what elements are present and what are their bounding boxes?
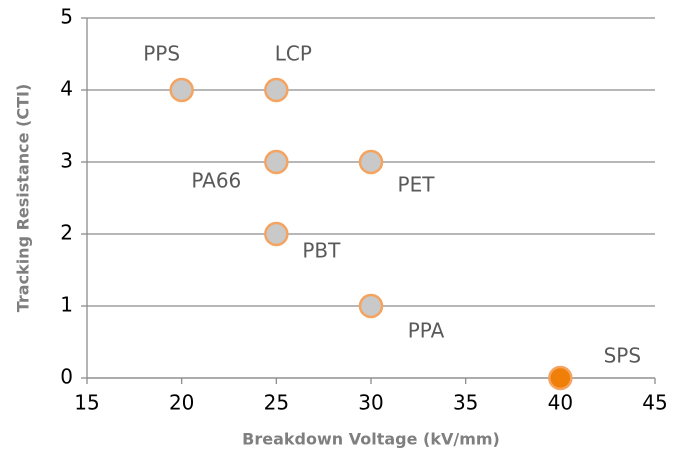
x-tick-label: 35	[453, 391, 478, 415]
x-tick-label: 25	[264, 391, 289, 415]
point-label: PA66	[191, 169, 241, 193]
y-tick-label: 1	[60, 293, 73, 317]
point	[264, 149, 289, 175]
y-axis-title: Tracking Resistance (CTI)	[14, 84, 33, 313]
point-label: SPS	[604, 344, 641, 368]
y-tick-label: 0	[60, 365, 73, 389]
point-label: PPS	[143, 42, 180, 66]
x-tick-label: 30	[358, 391, 383, 415]
y-tick-label: 2	[60, 221, 73, 245]
point-label: PET	[398, 173, 436, 197]
point	[358, 293, 384, 319]
point-label: PBT	[302, 239, 341, 263]
point	[264, 221, 289, 247]
x-tick-label: 20	[169, 391, 194, 415]
point-label: PPA	[408, 319, 445, 343]
point	[264, 77, 289, 103]
point	[548, 365, 573, 391]
point-label: LCP	[275, 42, 312, 66]
y-tick-label: 4	[60, 77, 73, 101]
point	[169, 77, 194, 103]
y-tick-label: 5	[60, 5, 73, 29]
y-tick-label: 3	[60, 149, 73, 173]
point	[358, 149, 384, 175]
x-tick-label: 15	[74, 391, 99, 415]
x-tick-label: 45	[642, 391, 667, 415]
x-tick-label: 40	[548, 391, 573, 415]
x-axis-title: Breakdown Voltage (kV/mm)	[242, 430, 500, 449]
